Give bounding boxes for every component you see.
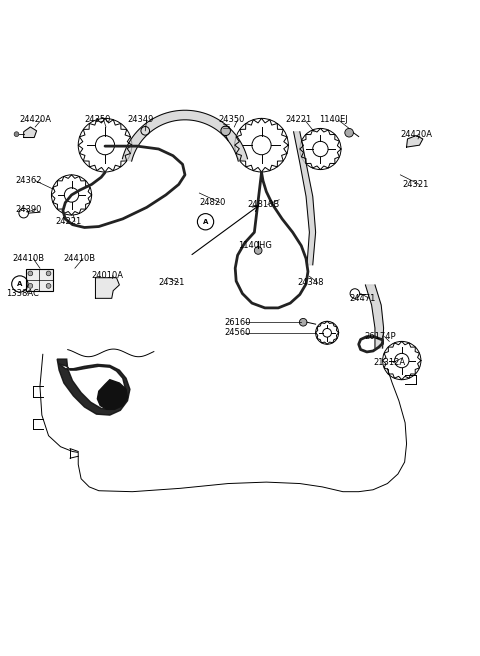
Text: 24410B: 24410B: [63, 254, 95, 263]
Circle shape: [221, 126, 230, 136]
Text: A: A: [17, 281, 23, 287]
Text: 24010A: 24010A: [92, 271, 124, 280]
Text: 24350: 24350: [218, 115, 245, 124]
Polygon shape: [24, 127, 36, 138]
Text: 24221: 24221: [286, 115, 312, 124]
Text: 24350: 24350: [84, 115, 111, 124]
Text: 24820: 24820: [199, 198, 226, 207]
Circle shape: [28, 283, 33, 288]
FancyBboxPatch shape: [25, 269, 53, 291]
Text: 1338AC: 1338AC: [6, 289, 39, 298]
Text: 24420A: 24420A: [400, 130, 432, 138]
Text: 24810B: 24810B: [247, 200, 279, 209]
Text: A: A: [203, 218, 208, 225]
Circle shape: [46, 283, 51, 288]
Text: 24321: 24321: [403, 180, 429, 189]
Polygon shape: [407, 136, 423, 147]
Text: 24349: 24349: [128, 115, 154, 124]
Circle shape: [345, 129, 353, 137]
Polygon shape: [96, 277, 120, 298]
Text: 24362: 24362: [15, 176, 42, 185]
Text: 24348: 24348: [298, 278, 324, 287]
Circle shape: [14, 132, 19, 136]
Text: 24390: 24390: [15, 205, 41, 214]
Text: 1140EJ: 1140EJ: [319, 115, 348, 124]
Text: 24471: 24471: [349, 294, 375, 303]
Polygon shape: [365, 285, 384, 348]
Text: 24221: 24221: [56, 217, 82, 226]
Circle shape: [300, 318, 307, 326]
Polygon shape: [97, 380, 128, 409]
Text: 24420A: 24420A: [20, 115, 52, 124]
Polygon shape: [294, 132, 316, 265]
Circle shape: [254, 247, 262, 255]
Circle shape: [46, 271, 51, 276]
Polygon shape: [122, 110, 248, 161]
Text: 24410B: 24410B: [12, 254, 45, 263]
Circle shape: [28, 271, 33, 276]
Text: 24560: 24560: [225, 328, 251, 337]
Polygon shape: [57, 359, 130, 415]
Text: 24321: 24321: [158, 278, 185, 287]
Text: 21312A: 21312A: [373, 358, 405, 367]
Text: 26174P: 26174P: [364, 332, 396, 341]
Text: 1140HG: 1140HG: [238, 241, 272, 250]
Text: 26160: 26160: [225, 318, 251, 327]
